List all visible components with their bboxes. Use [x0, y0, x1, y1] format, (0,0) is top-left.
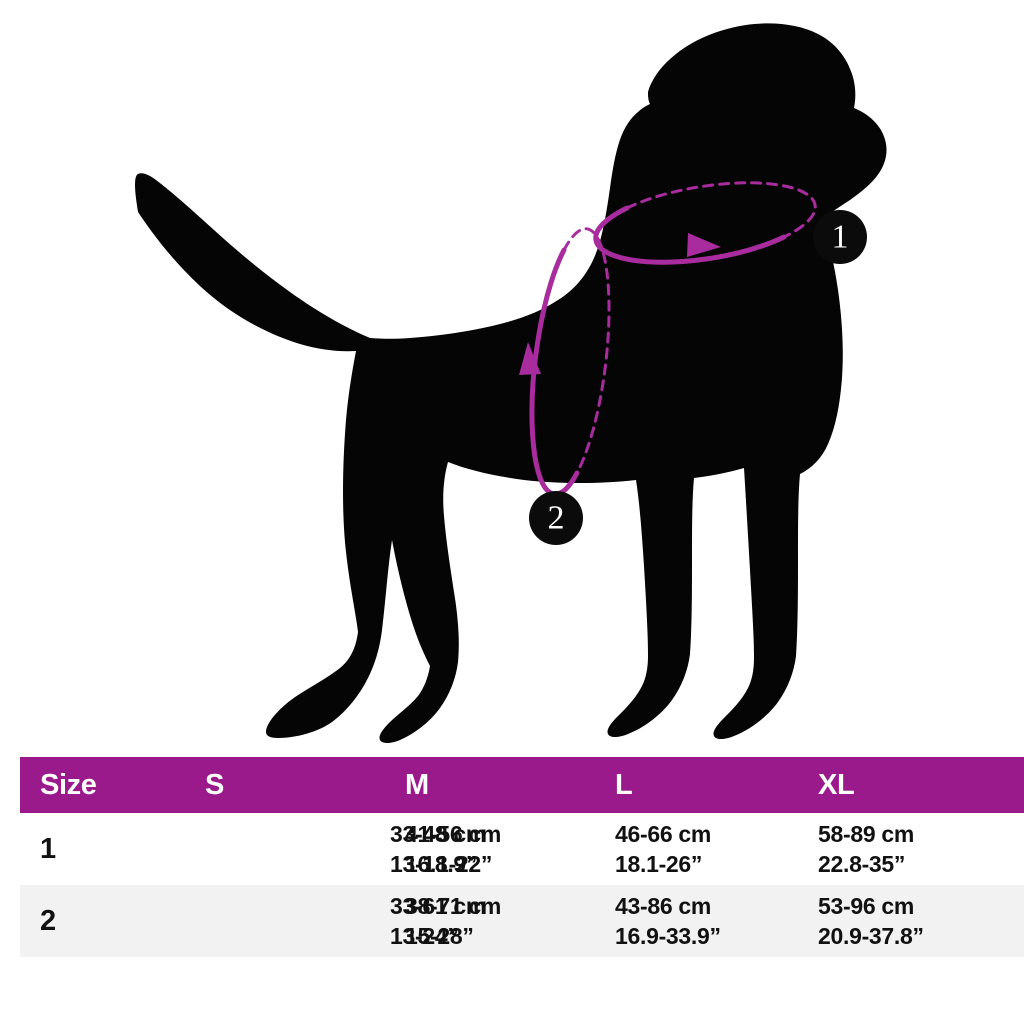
cell-row2-l: 43-86 cm 16.9-33.9”: [615, 885, 818, 957]
chest-ring-arrowhead: [519, 342, 541, 375]
badge-1-label: 1: [832, 219, 849, 256]
measure-cm: 46-66 cm: [615, 820, 712, 847]
column-header-xl: XL: [818, 769, 855, 801]
dog-silhouette-svg: 1 2: [135, 23, 887, 743]
row-label-2: 2: [40, 904, 57, 937]
table-header-row: Size S M L XL: [20, 757, 1024, 813]
measure-inch: 22.8-35”: [818, 851, 906, 877]
badge-2-label: 2: [548, 500, 565, 537]
neck-ring-solid-half: [593, 205, 787, 265]
marker-badge-2[interactable]: 2: [529, 491, 583, 545]
column-header-size: Size: [40, 769, 97, 801]
dog-body-shape: [135, 23, 887, 743]
cell-row1-xl: 58-89 cm 22.8-35”: [818, 813, 1024, 885]
badge-2-circle: [529, 491, 583, 545]
badge-1-circle: [813, 210, 867, 264]
cell-row2-s: 33-61 cm 13-24”: [205, 885, 487, 957]
column-header-l: L: [615, 769, 633, 801]
measure-inch: 15-28”: [405, 923, 474, 949]
table-header: Size S M L XL: [20, 757, 1024, 813]
neck-measurement-ring: [593, 181, 817, 265]
measure-cm: 43-86 cm: [615, 892, 712, 919]
measure-cm: 41-56 cm: [405, 820, 502, 847]
cell-row2-m: 38-71 cm 15-28”: [405, 885, 615, 957]
row-label-1: 1: [40, 832, 57, 865]
cell-row1-s: 33-48 cm 13-18.9”: [205, 813, 487, 885]
measure-cm: 33-48 cm: [390, 820, 487, 847]
column-header-s: S: [205, 769, 224, 801]
measure-inch: 13-24”: [390, 923, 459, 949]
neck-ring-arrowhead: [687, 233, 721, 257]
measure-cm: 53-96 cm: [818, 892, 915, 919]
cell-row1-l: 46-66 cm 18.1-26”: [615, 813, 818, 885]
measure-inch: 20.9-37.8”: [818, 923, 924, 949]
table-row: 1 33-48 cm 13-18.9” 41-56 cm 16.1-22” 46…: [20, 813, 1024, 885]
measure-cm: 58-89 cm: [818, 820, 915, 847]
measure-inch: 16.1-22”: [405, 851, 493, 877]
measure-inch: 18.1-26”: [615, 851, 703, 877]
measure-cm: 33-61 cm: [390, 892, 487, 919]
measure-inch: 13-18.9”: [390, 851, 478, 877]
marker-badge-1[interactable]: 1: [813, 210, 867, 264]
chest-ring-dashed-half: [562, 227, 611, 475]
table-row: 2 33-61 cm 13-24” 38-71 cm 15-28” 43-86 …: [20, 885, 1024, 957]
dog-illustration: 1 2: [135, 23, 887, 743]
cell-row2-xl: 53-96 cm 20.9-37.8”: [818, 885, 1024, 957]
cell-row1-m: 41-56 cm 16.1-22”: [405, 813, 615, 885]
column-header-m: M: [405, 769, 429, 801]
measure-inch: 16.9-33.9”: [615, 923, 721, 949]
neck-ring-dashed-half: [625, 181, 817, 239]
measure-cm: 38-71 cm: [405, 892, 502, 919]
size-chart-table: Size S M L XL 1 33-48 cm 13-18.9” 41-56 …: [20, 757, 1024, 957]
table-body: 1 33-48 cm 13-18.9” 41-56 cm 16.1-22” 46…: [20, 813, 1024, 957]
